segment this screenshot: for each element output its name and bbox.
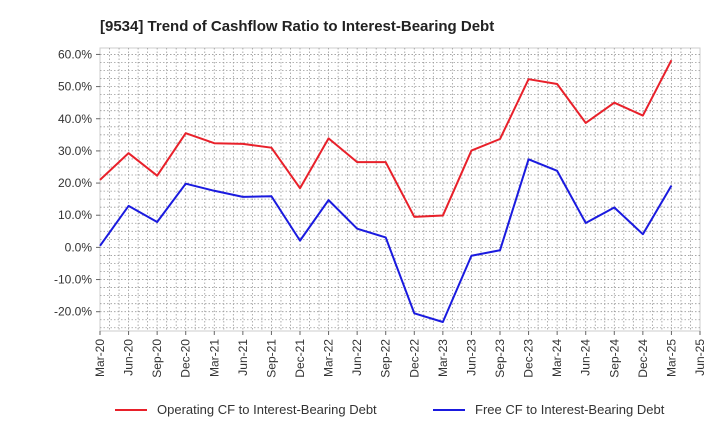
y-tick-label: -20.0% <box>54 305 92 319</box>
y-tick-label: 50.0% <box>58 80 92 94</box>
x-tick-label: Jun-25 <box>693 339 707 376</box>
y-tick-label: 0.0% <box>65 240 93 254</box>
x-tick-label: Mar-21 <box>207 339 221 377</box>
x-tick-label: Dec-20 <box>179 339 193 378</box>
x-tick-label: Jun-21 <box>236 339 250 376</box>
x-tick-label: Sep-23 <box>493 339 507 378</box>
y-tick-label: -10.0% <box>54 273 92 287</box>
y-tick-label: 40.0% <box>58 112 92 126</box>
x-tick-label: Dec-21 <box>293 339 307 378</box>
x-tick-label: Mar-20 <box>93 339 107 377</box>
x-tick-label: Jun-24 <box>579 339 593 376</box>
x-tick-label: Mar-24 <box>550 339 564 377</box>
legend-label: Operating CF to Interest-Bearing Debt <box>157 402 377 417</box>
y-tick-label: 60.0% <box>58 47 92 61</box>
x-tick-label: Sep-22 <box>379 339 393 378</box>
y-tick-label: 30.0% <box>58 144 92 158</box>
x-tick-label: Jun-23 <box>464 339 478 376</box>
series-layer <box>99 59 673 323</box>
x-tick-label: Dec-24 <box>636 339 650 378</box>
x-axis: Mar-20 Jun-20 Sep-20 Dec-20 Mar-21 Jun-21 Sep-… <box>93 331 707 378</box>
x-tick-label: Sep-20 <box>150 339 164 378</box>
chart-title: [9534] Trend of Cashflow Ratio to Intere… <box>100 18 494 35</box>
y-axis: -20.0% -10.0% 0.0% 10.0% 20.0% 30.0% 40.0% 50.0… <box>54 47 100 319</box>
x-tick-label: Sep-24 <box>607 339 621 378</box>
y-tick-label: 10.0% <box>58 208 92 222</box>
series-line-1 <box>99 59 673 218</box>
legend: Operating CF to Interest-Bearing Debt Fre… <box>115 402 665 417</box>
x-tick-label: Mar-22 <box>322 339 336 377</box>
x-tick-label: Dec-23 <box>522 339 536 378</box>
series-line-2 <box>99 158 673 323</box>
x-tick-label: Sep-21 <box>264 339 278 378</box>
x-tick-label: Dec-22 <box>407 339 421 378</box>
x-tick-label: Mar-23 <box>436 339 450 377</box>
x-tick-label: Mar-25 <box>664 339 678 377</box>
plot-area <box>99 47 701 332</box>
y-tick-label: 20.0% <box>58 176 92 190</box>
x-tick-label: Jun-20 <box>122 339 136 376</box>
x-tick-label: Jun-22 <box>350 339 364 376</box>
legend-label: Free CF to Interest-Bearing Debt <box>475 402 665 417</box>
